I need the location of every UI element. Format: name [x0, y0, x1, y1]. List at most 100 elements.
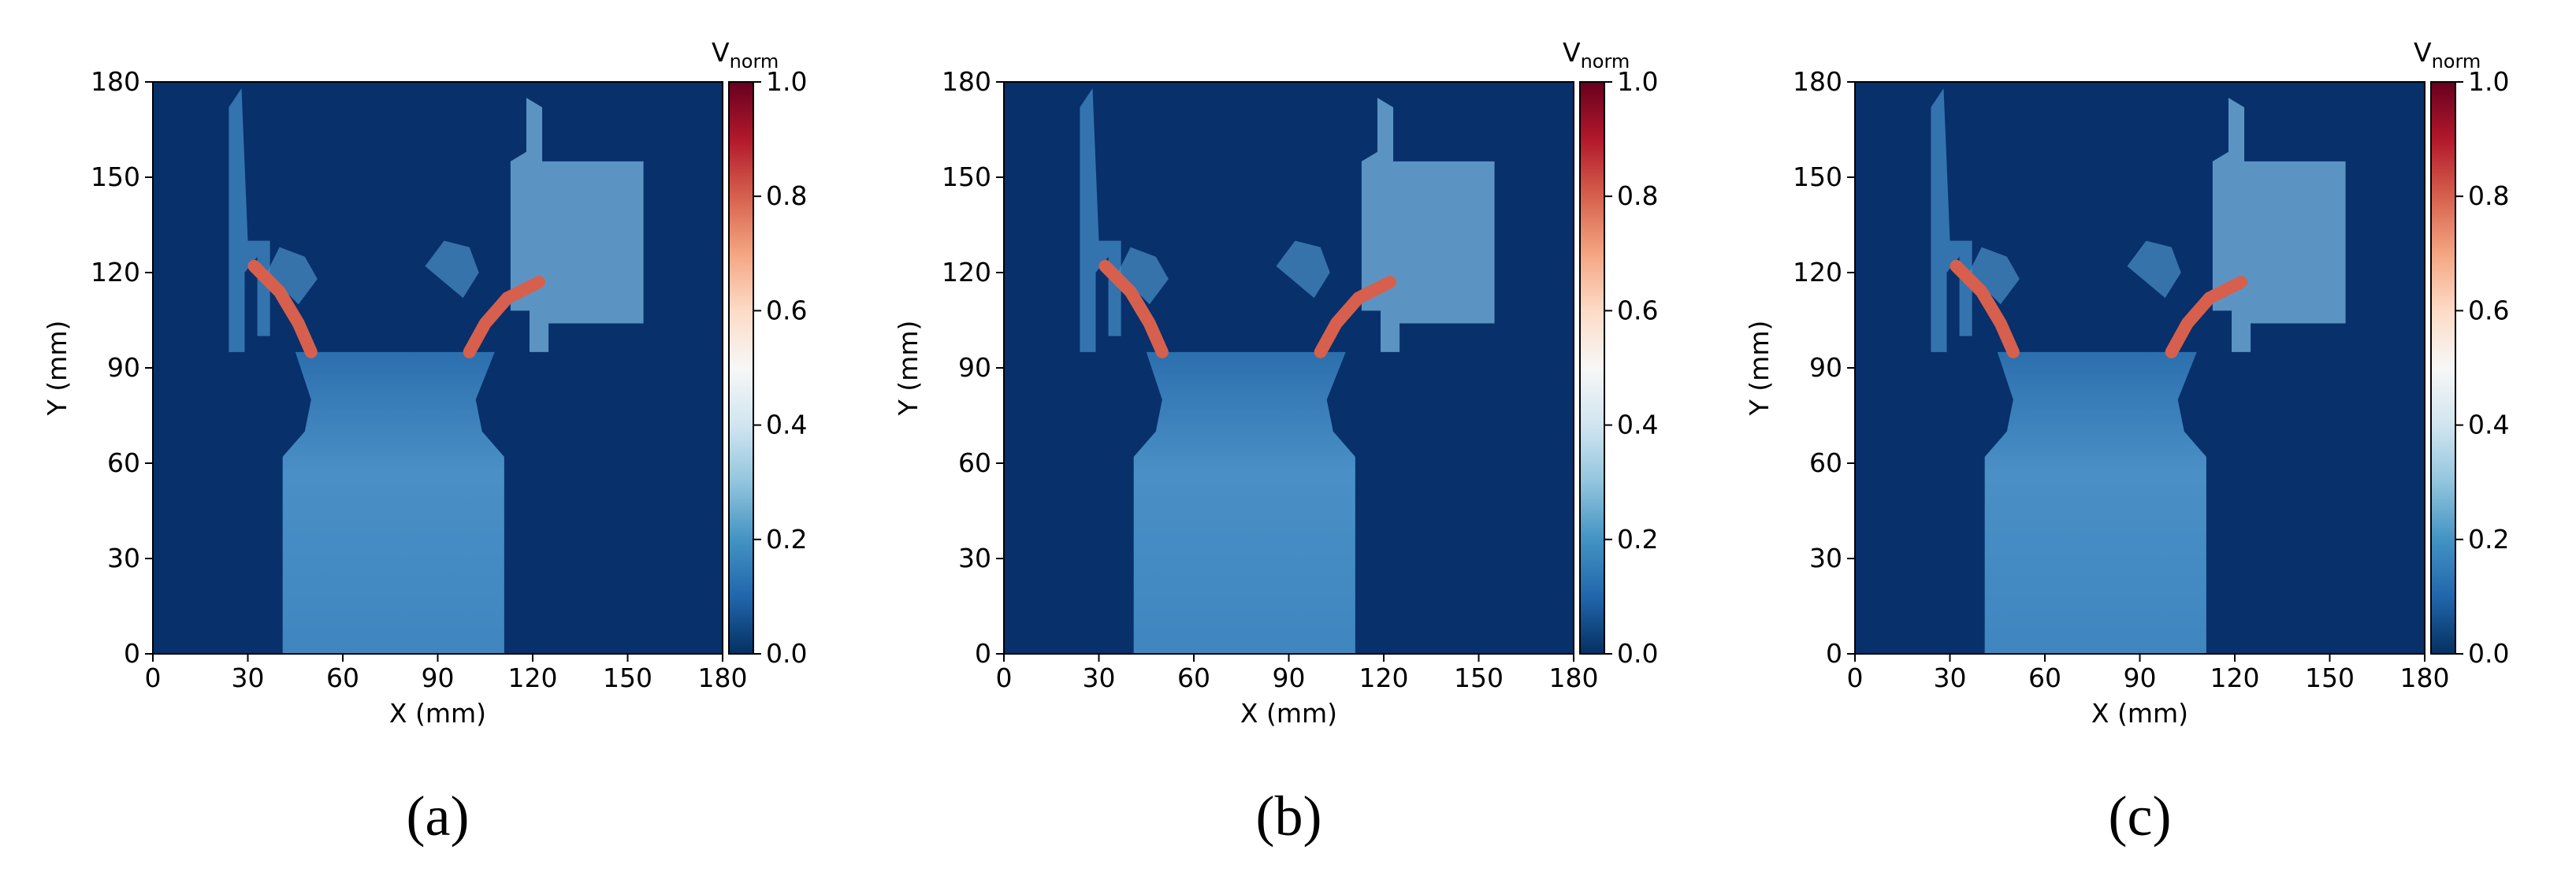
x-tick-label: 0 [145, 662, 162, 693]
y-tick-label: 30 [107, 543, 140, 573]
flow-valve-right [2127, 240, 2181, 299]
x-tick-label: 120 [508, 662, 558, 693]
y-axis-label: Y (mm) [42, 321, 72, 417]
colorbar-tick-label: 0.0 [1617, 638, 1658, 669]
colorbar-label-main: V [712, 37, 730, 68]
colorbar-label-main: V [2414, 37, 2432, 68]
colorbar-tick-label: 0.2 [766, 524, 807, 555]
flow-port [282, 351, 504, 654]
x-tick-label: 120 [1359, 662, 1409, 693]
panel-caption: (b) [1256, 785, 1322, 848]
panel-caption: (a) [407, 785, 470, 848]
panel-caption: (c) [2109, 785, 2172, 848]
x-tick-label: 150 [603, 662, 652, 693]
jet-left [247, 259, 318, 358]
colorbar-tick-label: 0.4 [2468, 410, 2509, 440]
y-tick-label: 150 [1793, 161, 1842, 192]
x-tick-label: 180 [1549, 662, 1599, 693]
colorbar-label-sub: norm [730, 50, 779, 72]
x-tick-label: 30 [1934, 662, 1967, 693]
y-tick-label: 0 [1826, 638, 1842, 669]
flow-valve-left [1968, 247, 2020, 305]
colorbar [2430, 81, 2456, 655]
y-axis-label: Y (mm) [1744, 321, 1775, 417]
y-tick-label: 30 [958, 543, 991, 573]
colorbar-tick-label: 0.2 [1617, 524, 1658, 555]
x-tick-label: 60 [1177, 662, 1210, 693]
colorbar-tick-label: 0.6 [2468, 295, 2509, 325]
flow-port [1133, 351, 1355, 654]
colorbar-tick-label: 0.0 [766, 638, 807, 669]
colorbar-tick-label: 1.0 [766, 66, 807, 97]
x-tick-label: 90 [422, 662, 455, 693]
colorbar-tick-label: 1.0 [2468, 66, 2509, 97]
y-tick-label: 180 [91, 66, 140, 97]
x-tick-label: 120 [2210, 662, 2260, 693]
flow-port [1984, 351, 2206, 654]
colorbar-tick-label: 0.8 [1617, 180, 1658, 211]
colorbar-tick-label: 0.4 [1617, 410, 1658, 440]
colorbar-label: Vnorm [2414, 37, 2481, 72]
y-tick-label: 120 [942, 257, 991, 288]
colorbar-label-sub: norm [1581, 50, 1630, 72]
flow-strip [1080, 88, 1121, 352]
colorbar-tick-label: 0.6 [1617, 295, 1658, 325]
x-tick-label: 30 [1083, 662, 1116, 693]
y-tick-label: 0 [124, 638, 140, 669]
y-tick-label: 90 [1809, 352, 1842, 383]
x-tick-label: 150 [1454, 662, 1504, 693]
colorbar-tick-label: 0.6 [766, 295, 807, 325]
flow-valve-left [1117, 247, 1169, 305]
colorbar-tick-label: 0.2 [2468, 524, 2509, 555]
flow-valve-right [425, 240, 479, 299]
y-tick-label: 150 [91, 161, 140, 192]
y-tick-label: 180 [942, 66, 991, 97]
colorbar [1579, 81, 1605, 655]
x-tick-label: 30 [232, 662, 265, 693]
colorbar-tick-label: 0.0 [2468, 638, 2509, 669]
flow-valve-right [1276, 240, 1330, 299]
colorbar-label-main: V [1563, 37, 1581, 68]
y-tick-label: 120 [91, 257, 140, 288]
x-tick-label: 0 [996, 662, 1013, 693]
y-tick-label: 120 [1793, 257, 1842, 288]
colorbar-tick-label: 0.8 [766, 180, 807, 211]
colorbar [728, 81, 754, 655]
y-tick-label: 0 [975, 638, 991, 669]
colorbar-label: Vnorm [1563, 37, 1630, 72]
x-tick-label: 0 [1847, 662, 1864, 693]
flow-box [2212, 98, 2346, 352]
y-tick-label: 90 [107, 352, 140, 383]
x-tick-label: 150 [2305, 662, 2355, 693]
colorbar-tick-label: 1.0 [1617, 66, 1658, 97]
flow-strip [229, 88, 270, 352]
y-tick-label: 60 [958, 447, 991, 478]
flow-box [510, 98, 644, 352]
x-tick-label: 60 [326, 662, 359, 693]
x-tick-label: 90 [2124, 662, 2157, 693]
x-tick-label: 180 [698, 662, 748, 693]
jet-left [1098, 259, 1169, 358]
jet-right [1314, 276, 1397, 358]
jet-left [1950, 259, 2020, 358]
y-tick-label: 30 [1809, 543, 1842, 573]
jet-right [2165, 276, 2248, 358]
y-tick-label: 60 [1809, 447, 1842, 478]
y-tick-label: 90 [958, 352, 991, 383]
colorbar-label-sub: norm [2432, 50, 2481, 72]
x-tick-label: 90 [1273, 662, 1306, 693]
flow-strip [1931, 88, 1972, 352]
y-tick-label: 60 [107, 447, 140, 478]
x-axis-label: X (mm) [2091, 698, 2188, 729]
colorbar-label: Vnorm [712, 37, 779, 72]
colorbar-tick-label: 0.8 [2468, 180, 2509, 211]
y-axis-label: Y (mm) [893, 321, 924, 417]
x-tick-label: 180 [2400, 662, 2450, 693]
x-axis-label: X (mm) [389, 698, 486, 729]
flow-valve-left [266, 247, 318, 305]
colorbar-tick-label: 0.4 [766, 410, 807, 440]
x-axis-label: X (mm) [1240, 698, 1337, 729]
y-tick-label: 180 [1793, 66, 1842, 97]
x-tick-label: 60 [2028, 662, 2061, 693]
